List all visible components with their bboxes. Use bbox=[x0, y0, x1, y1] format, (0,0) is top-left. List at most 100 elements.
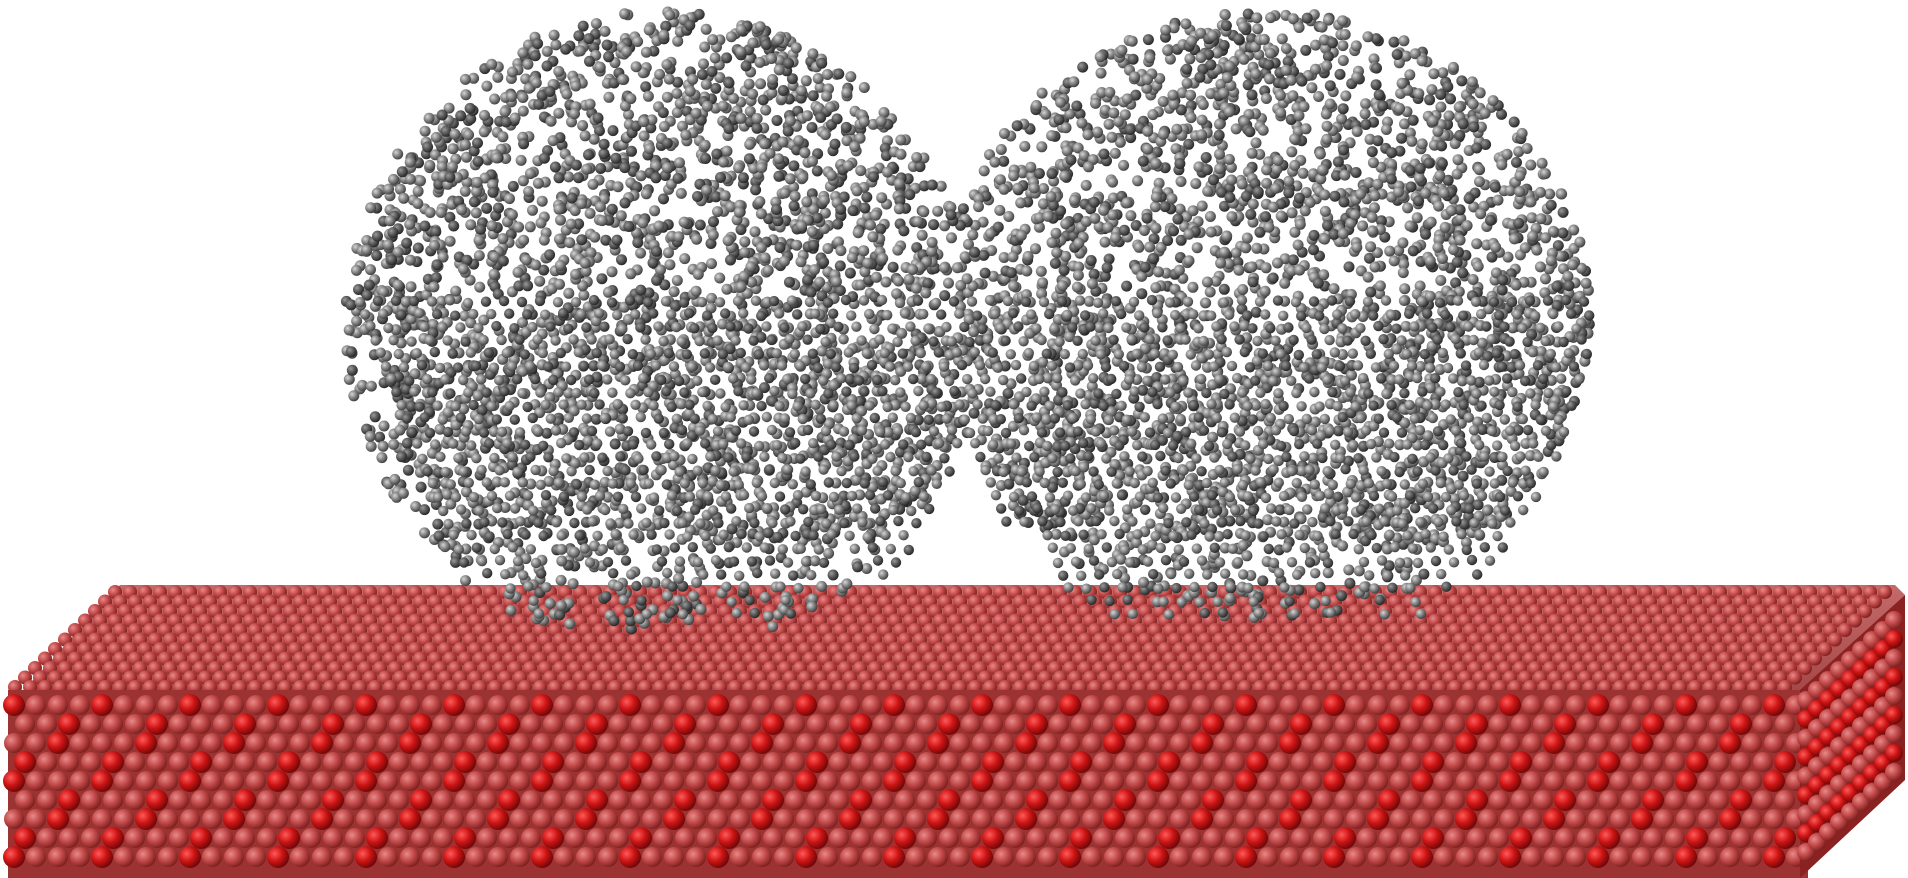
cluster-atom bbox=[1109, 147, 1121, 159]
substrate-atom bbox=[1147, 694, 1169, 716]
substrate-atom bbox=[169, 752, 189, 772]
substrate-atom bbox=[48, 695, 68, 715]
cluster-atom bbox=[755, 78, 767, 90]
substrate-atom bbox=[1654, 771, 1674, 791]
substrate-atom bbox=[1610, 695, 1630, 715]
substrate-atom bbox=[180, 809, 200, 829]
substrate-atom bbox=[1587, 770, 1609, 792]
substrate-atom bbox=[1455, 732, 1477, 754]
substrate-atom bbox=[873, 752, 893, 772]
substrate-atom bbox=[982, 827, 1004, 849]
substrate-atom bbox=[1631, 808, 1653, 830]
cluster-atom bbox=[1300, 44, 1312, 56]
cluster-atom bbox=[1208, 174, 1219, 186]
cluster-atom bbox=[845, 71, 857, 83]
cluster-atom bbox=[1260, 211, 1272, 223]
substrate-atom bbox=[1763, 770, 1785, 792]
substrate-atom bbox=[1005, 828, 1025, 848]
cluster-atom bbox=[376, 452, 388, 464]
substrate-atom bbox=[741, 752, 761, 772]
substrate-atom bbox=[619, 770, 641, 792]
substrate-atom bbox=[774, 695, 794, 715]
substrate-atom bbox=[1719, 732, 1741, 754]
substrate-atom bbox=[554, 771, 574, 791]
substrate-atom bbox=[345, 714, 365, 734]
cluster-atom bbox=[345, 346, 357, 358]
substrate-atom bbox=[323, 752, 343, 772]
substrate-atom bbox=[1203, 752, 1223, 772]
substrate-atom bbox=[850, 713, 872, 735]
cluster-atom bbox=[1343, 564, 1355, 576]
substrate-atom bbox=[586, 789, 608, 811]
substrate-atom bbox=[1522, 695, 1542, 715]
substrate-atom bbox=[1632, 771, 1652, 791]
substrate-atom bbox=[1808, 651, 1822, 666]
substrate-atom bbox=[1401, 714, 1421, 734]
substrate-atom bbox=[135, 732, 157, 754]
substrate-atom bbox=[587, 828, 607, 848]
substrate-atom bbox=[1059, 694, 1081, 716]
cluster-atom bbox=[1434, 170, 1446, 182]
cluster-atom bbox=[1283, 175, 1295, 187]
substrate-atom bbox=[675, 828, 695, 848]
substrate-atom bbox=[158, 695, 178, 715]
cluster-atom bbox=[694, 219, 706, 231]
substrate-atom bbox=[334, 771, 354, 791]
substrate-atom bbox=[103, 714, 123, 734]
substrate-atom bbox=[598, 847, 618, 867]
substrate-atom bbox=[1324, 809, 1344, 829]
cluster-atom bbox=[584, 98, 596, 110]
substrate-atom bbox=[1686, 751, 1708, 773]
substrate-atom bbox=[938, 713, 960, 735]
substrate-atom bbox=[762, 713, 784, 735]
substrate-atom bbox=[686, 695, 706, 715]
substrate-atom bbox=[818, 847, 838, 867]
substrate-atom bbox=[1225, 790, 1245, 810]
substrate-atom bbox=[345, 828, 365, 848]
substrate-atom bbox=[1137, 790, 1157, 810]
cluster-atom bbox=[1127, 53, 1139, 65]
cluster-atom bbox=[706, 258, 717, 270]
substrate-atom bbox=[510, 695, 530, 715]
cluster-atom bbox=[1240, 242, 1252, 254]
substrate-atom bbox=[1522, 733, 1542, 753]
substrate-atom bbox=[311, 732, 333, 754]
substrate-atom bbox=[1478, 771, 1498, 791]
substrate-atom bbox=[1709, 752, 1729, 772]
substrate-atom bbox=[1290, 789, 1312, 811]
substrate-atom bbox=[829, 752, 849, 772]
cluster-atom bbox=[1343, 261, 1355, 273]
substrate-atom bbox=[301, 714, 321, 734]
substrate-atom bbox=[1654, 733, 1674, 753]
substrate-atom bbox=[146, 789, 168, 811]
substrate-atom bbox=[697, 714, 717, 734]
substrate-atom bbox=[1367, 732, 1389, 754]
substrate-atom bbox=[1742, 809, 1762, 829]
substrate-atom bbox=[730, 809, 750, 829]
substrate-atom bbox=[59, 752, 79, 772]
substrate-atom bbox=[1302, 809, 1322, 829]
substrate-atom bbox=[620, 809, 640, 829]
cluster-atom bbox=[1221, 230, 1233, 242]
substrate-atom bbox=[894, 751, 916, 773]
cluster-atom bbox=[598, 148, 610, 160]
cluster-atom bbox=[1125, 210, 1137, 222]
substrate-atom bbox=[1478, 695, 1498, 715]
substrate-atom bbox=[542, 751, 564, 773]
cluster-atom bbox=[398, 192, 410, 204]
cluster-atom bbox=[721, 52, 733, 64]
cluster-atom bbox=[1218, 283, 1230, 295]
substrate-atom bbox=[1698, 771, 1718, 791]
substrate-atom bbox=[1489, 752, 1509, 772]
substrate-atom bbox=[1499, 694, 1521, 716]
substrate-atom bbox=[663, 808, 685, 830]
substrate-atom bbox=[620, 733, 640, 753]
cluster-atom bbox=[1257, 575, 1269, 587]
substrate-atom bbox=[1126, 771, 1146, 791]
cluster-atom bbox=[392, 148, 404, 160]
substrate-atom bbox=[1675, 770, 1697, 792]
substrate-atom bbox=[70, 847, 90, 867]
cluster-atom bbox=[695, 603, 707, 615]
substrate-atom bbox=[1610, 847, 1630, 867]
substrate-atom bbox=[81, 752, 101, 772]
